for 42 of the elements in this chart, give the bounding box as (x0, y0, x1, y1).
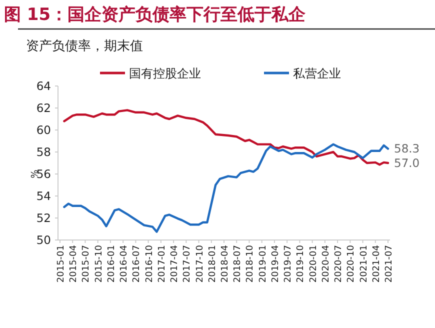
x-tick-label: 2020-10 (346, 244, 357, 283)
legend-label: 私营企业 (293, 66, 341, 80)
x-tick-label: 2019-10 (296, 244, 306, 283)
x-tick-label: 2018-01 (208, 245, 218, 283)
y-tick-label: 58 (36, 145, 51, 159)
x-tick-label: 2020-07 (334, 245, 344, 283)
x-tick-label: 2018-04 (220, 244, 230, 283)
legend-label: 国有控股企业 (129, 66, 201, 80)
x-tick-label: 2018-07 (233, 245, 244, 283)
x-tick-label: 2018-10 (246, 244, 256, 283)
y-tick-label: 54 (36, 189, 51, 203)
y-tick-label: 50 (36, 233, 51, 247)
x-tick-label: 2019-04 (270, 244, 281, 283)
x-tick-label: 2020-04 (321, 244, 332, 283)
x-tick-label: 2017-04 (170, 244, 180, 283)
x-tick-label: 2020-01 (308, 245, 319, 283)
x-tick-label: 2015-07 (82, 245, 92, 283)
y-tick-label: 62 (36, 101, 51, 115)
y-tick-label: 64 (36, 79, 51, 93)
annotation: 57.0 (394, 156, 420, 170)
x-tick-label: 2015-04 (69, 244, 80, 283)
y-tick-label: 56 (36, 167, 51, 181)
y-tick-label: 60 (36, 123, 51, 137)
x-tick-label: 2015-10 (94, 244, 104, 283)
x-tick-label: 2016-04 (120, 244, 130, 283)
chart-title: 图 15：国企资产负债率下行至低于私企 (4, 5, 307, 25)
y-axis-title: % (28, 170, 38, 179)
x-tick-label: 2017-07 (182, 245, 193, 283)
y-tick-label: 52 (36, 211, 51, 225)
x-tick-label: 2016-01 (106, 245, 117, 283)
chart-subtitle: 资产负债率，期末值 (26, 38, 143, 54)
x-tick-label: 2021-04 (372, 244, 382, 283)
x-tick-label: 2021-01 (359, 245, 370, 283)
x-tick-label: 2019-07 (284, 245, 294, 283)
x-tick-label: 2021-07 (384, 245, 394, 283)
x-tick-label: 2017-01 (157, 245, 168, 283)
x-tick-label: 2019-01 (258, 245, 268, 283)
x-tick-label: 2017-10 (195, 244, 206, 283)
x-tick-label: 2016-07 (132, 245, 142, 283)
x-tick-label: 2015-01 (56, 245, 66, 283)
x-tick-label: 2016-10 (144, 244, 155, 283)
annotation: 58.3 (394, 142, 420, 156)
